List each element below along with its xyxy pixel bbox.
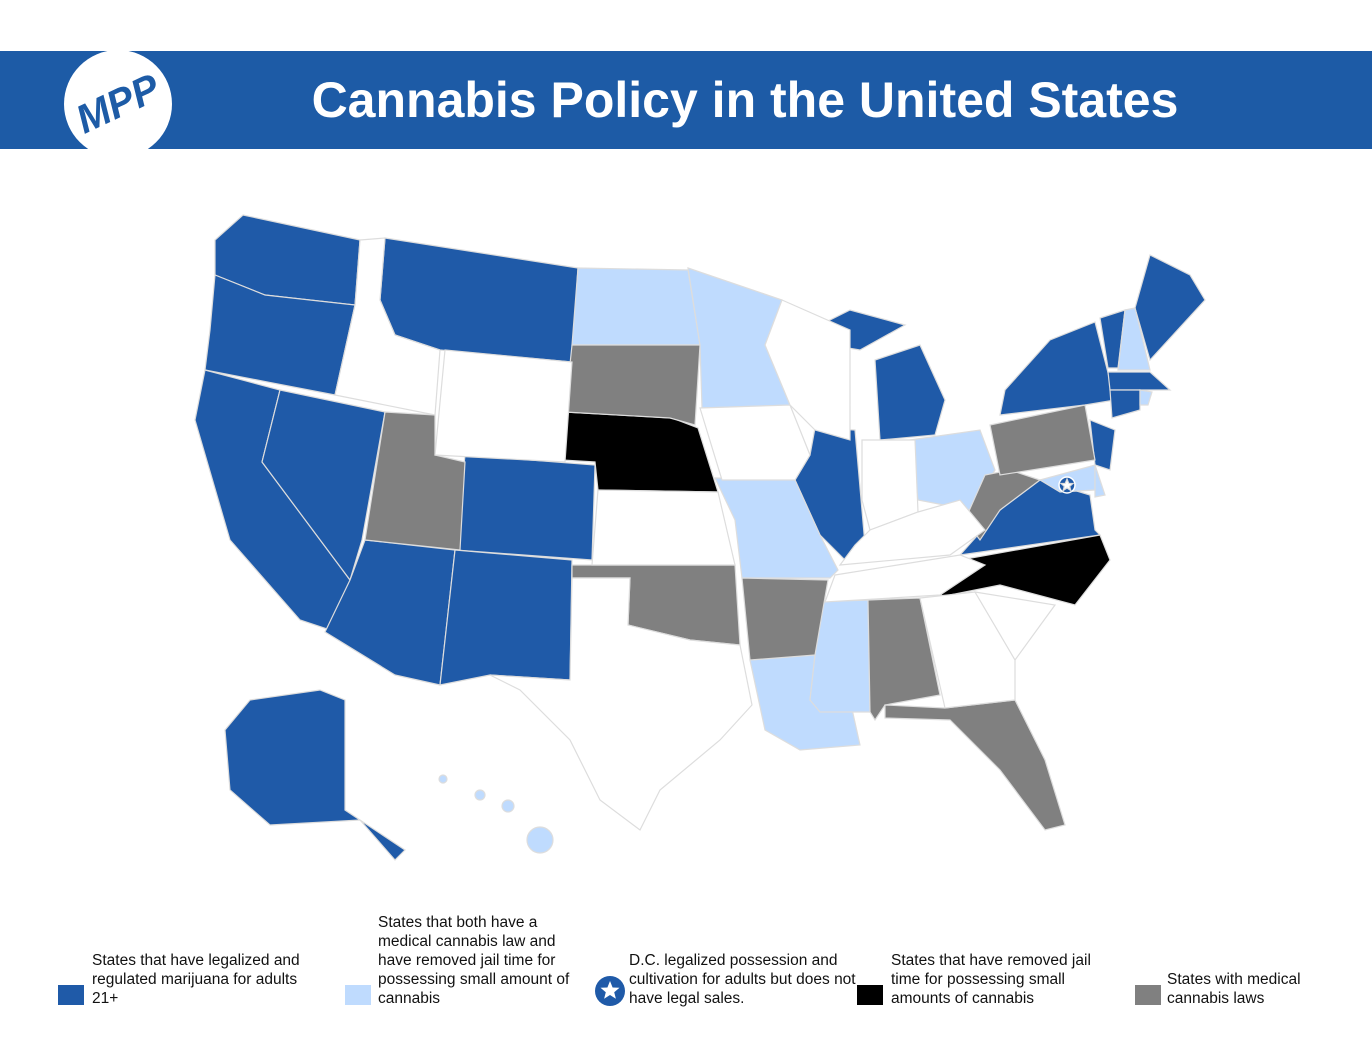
state [884,699,1066,831]
medical-states [364,344,1096,831]
legend-entry: D.C. legalized possession and cultivatio… [629,900,859,1008]
state [489,577,753,831]
state [874,344,946,441]
state [261,389,386,582]
state [964,469,1042,542]
dc-marker [1058,476,1076,494]
state [564,344,701,426]
state [526,826,554,854]
state [824,554,987,603]
legend-label: States with medical cannabis laws [1167,971,1301,1007]
legal-states [194,214,1206,861]
state [591,489,736,566]
state [1139,389,1153,406]
legend-entry: States that have legalized and regulated… [92,900,322,1008]
legend-swatch [1135,985,1161,1005]
state [224,689,406,861]
legend-swatch [345,985,371,1005]
state [439,549,573,686]
legend-label: States that have legalized and regulated… [92,952,300,1007]
state [454,454,596,561]
header-bar [0,51,1372,149]
state [919,591,1016,709]
legend-entry: States that have removed jail time for p… [891,900,1111,1008]
state [334,237,441,416]
state [501,799,515,813]
state [741,577,829,661]
state [1134,254,1206,362]
state [1117,307,1151,371]
legend-entry: States with medical cannabis laws [1167,900,1317,1008]
legend-swatch [857,985,883,1005]
state [989,404,1096,476]
legend-label: D.C. legalized possession and cultivatio… [629,952,856,1007]
legend-entry: States that both have a medical cannabis… [378,900,578,1008]
legend-swatch [58,985,84,1005]
state [434,349,573,463]
legend-swatch [595,976,625,1006]
other-states [334,237,1057,831]
page-title: Cannabis Policy in the United States [311,72,1179,128]
us-map [194,214,1206,861]
legend-label: States that both have a medical cannabis… [378,914,570,1007]
state [474,789,486,801]
state [714,477,839,579]
state [1089,419,1116,471]
state [1094,464,1106,498]
state [699,404,811,481]
logo: MPP [64,50,172,158]
state [1107,371,1172,391]
medical-decrim-states [438,267,1153,854]
state [999,321,1116,416]
state [438,774,448,784]
state [1109,389,1141,419]
state [764,299,851,441]
state [973,591,1057,662]
legend-label: States that have removed jail time for p… [891,952,1091,1007]
state [838,499,986,566]
state [571,267,701,346]
